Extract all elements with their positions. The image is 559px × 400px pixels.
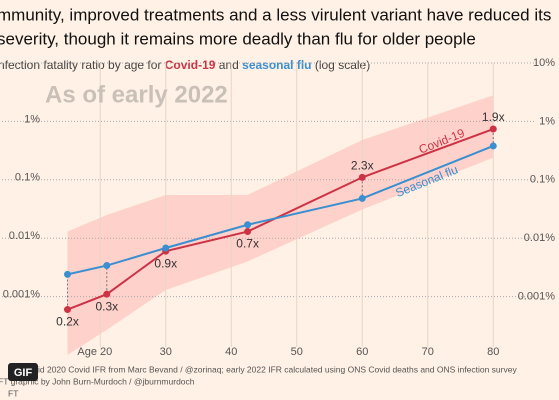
point: [64, 306, 71, 314]
x-tick-label: 30: [160, 346, 172, 358]
point: [358, 194, 366, 202]
x-tick-label: Age 20: [77, 346, 112, 358]
y-tick-label: 10%: [533, 57, 555, 69]
plot: 10% 1% 1% 0.1% 0.1% 0.01% 0.01% 0.001% 0.001% Age…: [2, 57, 555, 358]
x-tick-label: 50: [291, 346, 303, 358]
ratio-label: 0.7x: [236, 237, 259, 251]
x-tick-label: 60: [356, 346, 368, 358]
point: [244, 228, 252, 236]
y-tick-label: 0.01%: [524, 232, 555, 244]
ratio-label: 0.9x: [154, 256, 177, 270]
series-line: [67, 128, 494, 311]
ratio-label: 2.3x: [351, 159, 374, 173]
point: [162, 244, 170, 252]
point: [244, 221, 252, 229]
title-line: severity, though it remains more deadly …: [0, 29, 476, 48]
y-tick-label: 1%: [539, 115, 555, 127]
y-tick-label: 1%: [24, 113, 40, 125]
watermark: As of early 2022: [45, 81, 228, 108]
x-tick-label: 70: [422, 346, 434, 358]
series-line: [67, 145, 494, 276]
confidence-band: [67, 95, 494, 355]
ratio-label: 0.2x: [56, 315, 79, 329]
subtitle-part: nfection fatality ratio by age for: [0, 58, 165, 72]
source: FT: [8, 388, 18, 398]
source: FT graphic by John Burn-Murdoch / @jburn…: [0, 376, 195, 386]
ratio-label: 1.9x: [482, 110, 505, 124]
y-tick-label: 0.1%: [530, 174, 555, 186]
point: [489, 142, 497, 150]
subtitle-part: and: [215, 58, 242, 72]
point: [64, 270, 71, 278]
title-line: mmunity, improved treatments and a less …: [0, 5, 551, 24]
source: id 2020 Covid IFR from Marc Bevand / @zo…: [38, 364, 517, 374]
y-tick-label: 0.001%: [3, 289, 41, 301]
subtitle-part: Covid-19: [165, 58, 216, 72]
subtitle-part: (log scale): [312, 58, 371, 72]
subtitle-part: seasonal flu: [242, 58, 311, 72]
x-tick-label: 80: [487, 346, 499, 358]
y-tick-label: 0.01%: [9, 230, 40, 242]
ratio-label: 0.3x: [95, 299, 118, 313]
subtitle: nfection fatality ratio by age for Covid…: [0, 58, 370, 72]
point: [103, 290, 111, 298]
badge: GIF: [14, 367, 33, 379]
y-tick-label: 0.001%: [518, 291, 556, 303]
point: [489, 125, 497, 133]
badge-bg: [8, 363, 38, 381]
x-tick-label: 40: [225, 346, 237, 358]
y-tick-label: 0.1%: [15, 172, 40, 184]
point: [358, 173, 366, 181]
point: [103, 262, 111, 270]
